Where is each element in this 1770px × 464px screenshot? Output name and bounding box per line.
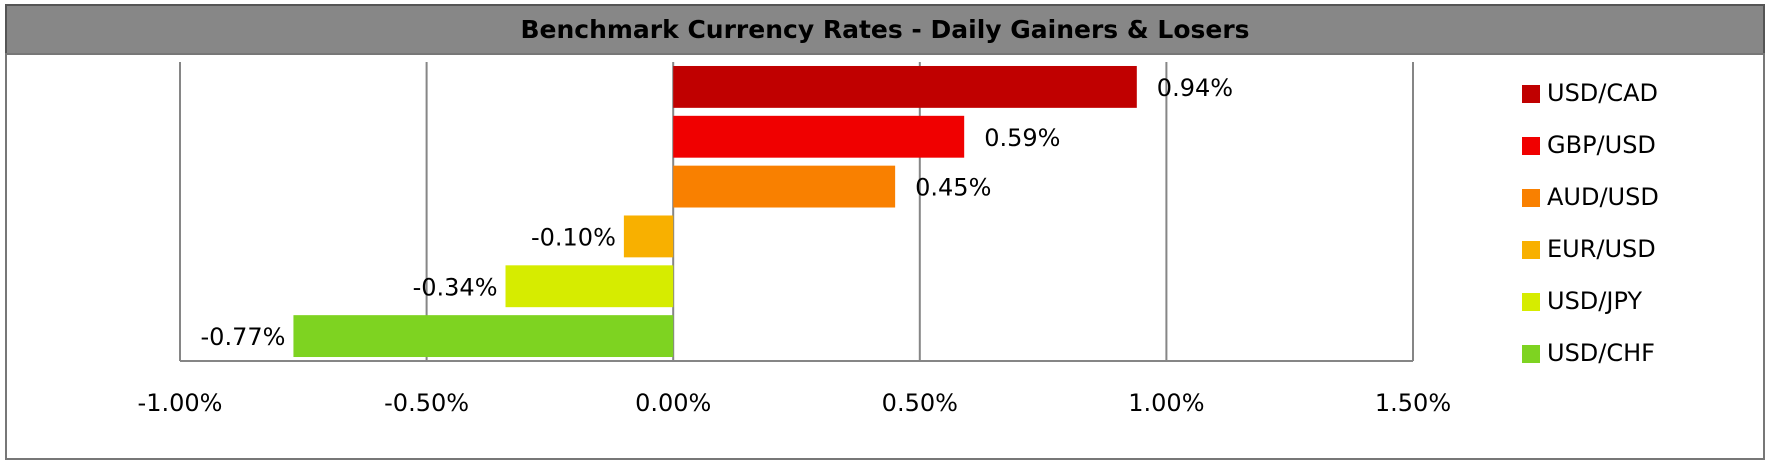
x-tick-label: 1.00% [1128, 389, 1204, 417]
title-bar [5, 4, 1765, 55]
x-tick-label: -1.00% [138, 389, 223, 417]
bar [673, 65, 1137, 108]
legend-label: GBP/USD [1547, 131, 1656, 159]
x-tick-label: 1.50% [1375, 389, 1451, 417]
data-label: -0.10% [531, 223, 616, 251]
legend-marker [1522, 293, 1540, 311]
data-label: -0.77% [201, 323, 286, 351]
legend-marker [1522, 137, 1540, 155]
legend-label: EUR/USD [1547, 235, 1656, 263]
bar [623, 215, 674, 258]
data-label: -0.34% [413, 273, 498, 301]
x-tick-label: 0.00% [635, 389, 711, 417]
x-tick-label: -0.50% [384, 389, 469, 417]
chart-title: Benchmark Currency Rates - Daily Gainers… [520, 15, 1249, 44]
bar [505, 265, 674, 308]
data-label: 0.94% [1157, 74, 1233, 102]
data-label: 0.59% [984, 124, 1060, 152]
legend-marker [1522, 85, 1540, 103]
legend-marker [1522, 345, 1540, 363]
bar [673, 165, 896, 208]
legend-label: USD/JPY [1547, 287, 1642, 315]
bar [293, 315, 674, 358]
data-label: 0.45% [915, 174, 991, 202]
legend-label: USD/CHF [1547, 339, 1655, 367]
legend-marker [1522, 241, 1540, 259]
legend-label: USD/CAD [1547, 79, 1658, 107]
legend-marker [1522, 189, 1540, 207]
bar [673, 115, 965, 158]
legend-label: AUD/USD [1547, 183, 1659, 211]
x-tick-label: 0.50% [882, 389, 958, 417]
